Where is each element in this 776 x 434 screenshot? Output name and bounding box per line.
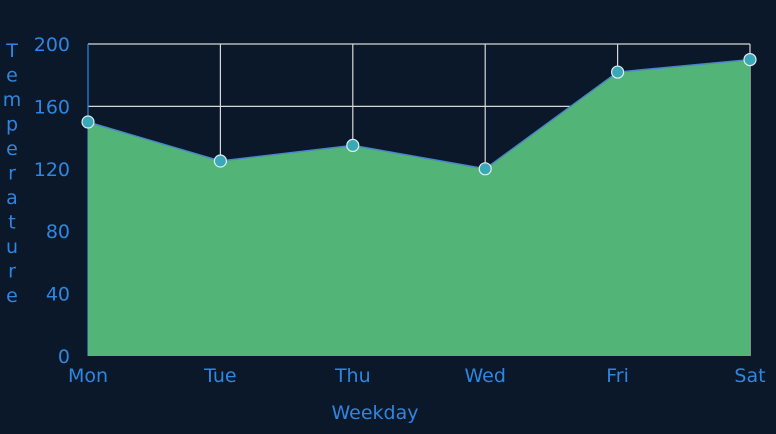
y-axis-label-char: m (3, 89, 22, 111)
y-ticks: 0 40 80 120 160 200 (34, 34, 70, 368)
area-layer (87, 58, 751, 356)
x-ticks: Mon Tue Thu Wed Fri Sat (68, 365, 766, 387)
y-axis-label-char: t (8, 212, 15, 234)
y-axis-label-char: r (8, 261, 16, 283)
x-tick-label: Thu (334, 365, 371, 387)
x-axis-label: Weekday (331, 402, 418, 424)
x-tick-label: Wed (464, 365, 505, 387)
y-tick-label: 120 (34, 159, 70, 181)
y-axis-label-char: p (6, 114, 18, 136)
y-tick-label: 200 (34, 34, 70, 56)
y-axis-label-char: e (6, 65, 18, 87)
y-axis-label-char: T (5, 40, 18, 62)
data-point (81, 115, 95, 129)
y-tick-label: 0 (58, 346, 70, 368)
y-axis-label-char: r (8, 163, 16, 185)
data-point (213, 154, 227, 168)
area-fill (88, 59, 750, 356)
data-point (743, 52, 757, 67)
y-tick-label: 80 (46, 221, 70, 243)
y-axis-label-char: u (6, 236, 18, 258)
data-point (610, 65, 625, 79)
y-tick-label: 40 (46, 284, 70, 306)
y-tick-label: 160 (34, 96, 70, 118)
markers (81, 52, 757, 176)
data-point (478, 162, 492, 176)
series-line (87, 58, 751, 170)
x-tick-label: Mon (68, 365, 108, 387)
y-axis-label-char: e (6, 285, 18, 307)
data-point (346, 138, 360, 152)
x-tick-label: Tue (203, 365, 236, 387)
x-tick-label: Sat (734, 365, 765, 387)
y-axis-label-char: a (6, 187, 18, 209)
y-axis-label-char: e (6, 138, 18, 160)
x-tick-label: Fri (606, 365, 629, 387)
